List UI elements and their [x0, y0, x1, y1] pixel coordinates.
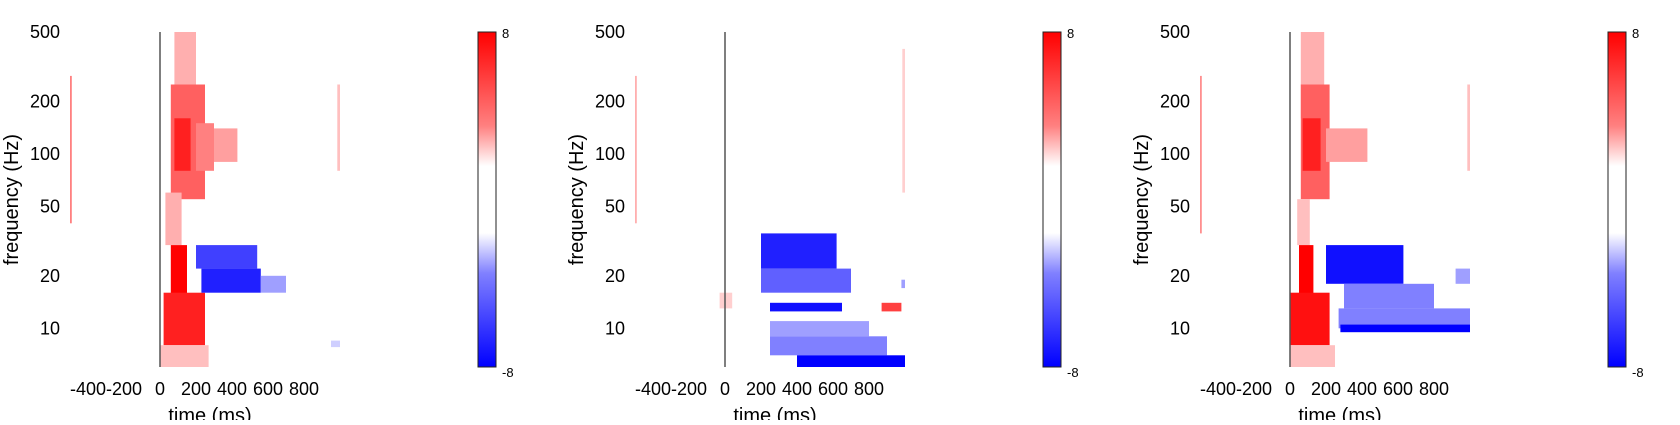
- heatmap-cell-1-4: [174, 118, 191, 171]
- x-tick-label-2-4: 200: [746, 379, 776, 399]
- y-tick-label-2-2: 20: [605, 266, 625, 286]
- panel-1: -400 -200 0 200 400 600 800 10 20 50 100 200 500 time…: [1, 22, 514, 425]
- heatmap-cell-2-8: [881, 302, 902, 312]
- heatmap-cell-3-11: [1338, 308, 1470, 329]
- x-tick-label-2-6: 600: [818, 379, 848, 399]
- x-axis-label-2: time (ms): [733, 405, 816, 420]
- heatmap-cell-3-6: [1297, 199, 1310, 246]
- heatmap-cell-2-11: [901, 279, 905, 289]
- y-tick-label-2-5: 200: [595, 91, 625, 111]
- x-tick-label-1-2: -200: [106, 379, 142, 399]
- colorbar-1: [477, 31, 497, 368]
- heatmap-2: [635, 48, 905, 367]
- heatmap-cell-1-14: [331, 340, 340, 348]
- y-tick-label-2-4: 100: [595, 144, 625, 164]
- y-tick-label-1-5: 200: [30, 91, 60, 111]
- colorbar-max-label-1: 8: [502, 26, 509, 41]
- x-axis-label-1: time (ms): [168, 405, 251, 420]
- heatmap-cell-3-15: [1467, 84, 1470, 171]
- x-tick-label-3-7: 800: [1419, 379, 1449, 399]
- heatmap-cell-3-1: [1200, 75, 1202, 234]
- heatmap-cell-1-7: [165, 192, 182, 246]
- x-tick-label-1-5: 400: [217, 379, 247, 399]
- heatmap-cell-3-7: [1299, 245, 1314, 303]
- heatmap-cell-2-3: [761, 268, 851, 293]
- heatmap-cell-1-5: [196, 123, 214, 171]
- heatmap-cell-3-10: [1326, 245, 1404, 284]
- panel-3: -400 -200 0 200 400 600 800 10 20 50 100 200 500 time…: [1131, 22, 1644, 425]
- x-tick-label-2-1: -400: [635, 379, 671, 399]
- y-tick-label-1-3: 50: [40, 196, 60, 216]
- y-tick-label-2-3: 50: [605, 196, 625, 216]
- heatmap-cell-2-9: [719, 292, 733, 309]
- heatmap-cell-3-13: [1344, 283, 1434, 309]
- x-tick-label-3-4: 200: [1311, 379, 1341, 399]
- y-tick-label-3-6: 500: [1160, 22, 1190, 42]
- y-tick-label-3-2: 20: [1170, 266, 1190, 286]
- heatmap-cell-1-9: [163, 292, 205, 346]
- y-axis-label-3: frequency (Hz): [1131, 134, 1153, 265]
- heatmap-cell-1-10: [160, 345, 209, 367]
- heatmap-cell-3-12: [1340, 324, 1470, 333]
- heatmap-cell-3-5: [1326, 128, 1368, 162]
- heatmap-cell-3-8: [1290, 292, 1330, 346]
- heatmap-cell-1-11: [196, 245, 258, 269]
- y-tick-label-1-4: 100: [30, 144, 60, 164]
- x-axis-label-3: time (ms): [1298, 405, 1381, 420]
- heatmap-cell-2-7: [797, 355, 905, 367]
- y-tick-label-3-1: 10: [1170, 318, 1190, 338]
- heatmap-cell-2-2: [761, 233, 837, 269]
- y-axis-label-2: frequency (Hz): [566, 134, 588, 265]
- x-tick-label-3-3: 0: [1285, 379, 1295, 399]
- heatmap-cell-1-6: [214, 128, 238, 162]
- x-tick-label-1-3: 0: [155, 379, 165, 399]
- x-tick-label-2-3: 0: [720, 379, 730, 399]
- x-tick-label-3-1: -400: [1200, 379, 1236, 399]
- heatmap-cell-1-12: [201, 268, 261, 293]
- heatmap-cell-2-4: [770, 302, 842, 312]
- heatmap-cell-1-1: [70, 75, 72, 224]
- heatmap-cell-1-13: [260, 275, 286, 293]
- y-tick-label-1-6: 500: [30, 22, 60, 42]
- heatmap-cell-2-10: [902, 48, 905, 193]
- heatmap-3: [1200, 32, 1470, 367]
- colorbar-3: [1607, 31, 1627, 368]
- x-tick-label-3-5: 400: [1347, 379, 1377, 399]
- x-tick-label-3-6: 600: [1383, 379, 1413, 399]
- x-tick-label-1-4: 200: [181, 379, 211, 399]
- y-tick-label-1-1: 10: [40, 318, 60, 338]
- y-axis-label-1: frequency (Hz): [1, 134, 23, 265]
- x-tick-label-3-2: -200: [1236, 379, 1272, 399]
- heatmap-cell-3-9: [1290, 345, 1335, 367]
- x-tick-label-1-7: 800: [289, 379, 319, 399]
- heatmap-cell-3-14: [1455, 268, 1470, 284]
- x-tick-label-1-6: 600: [253, 379, 283, 399]
- y-tick-label-3-4: 100: [1160, 144, 1190, 164]
- x-tick-label-2-5: 400: [782, 379, 812, 399]
- x-tick-label-2-7: 800: [854, 379, 884, 399]
- y-tick-label-3-5: 200: [1160, 91, 1190, 111]
- heatmap-cell-2-5: [770, 321, 869, 337]
- heatmap-cell-2-1: [635, 75, 637, 224]
- colorbar-min-label-3: -8: [1632, 365, 1644, 380]
- colorbar-2: [1042, 31, 1062, 368]
- heatmap-cell-1-15: [337, 84, 340, 171]
- panel-2: -400 -200 0 200 400 600 800 10 20 50 100 200 500 time…: [566, 22, 1079, 425]
- colorbar-min-label-2: -8: [1067, 365, 1079, 380]
- colorbar-max-label-2: 8: [1067, 26, 1074, 41]
- y-tick-label-3-3: 50: [1170, 196, 1190, 216]
- colorbar-max-label-3: 8: [1632, 26, 1639, 41]
- y-tick-label-2-1: 10: [605, 318, 625, 338]
- x-tick-label-1-1: -400: [70, 379, 106, 399]
- heatmap-1: [70, 32, 340, 367]
- heatmap-cell-2-6: [770, 336, 887, 356]
- y-tick-label-2-6: 500: [595, 22, 625, 42]
- heatmap-cell-1-8: [170, 245, 187, 303]
- heatmap-cell-3-4: [1302, 118, 1321, 171]
- y-tick-label-1-2: 20: [40, 266, 60, 286]
- x-tick-label-2-2: -200: [671, 379, 707, 399]
- colorbar-min-label-1: -8: [502, 365, 514, 380]
